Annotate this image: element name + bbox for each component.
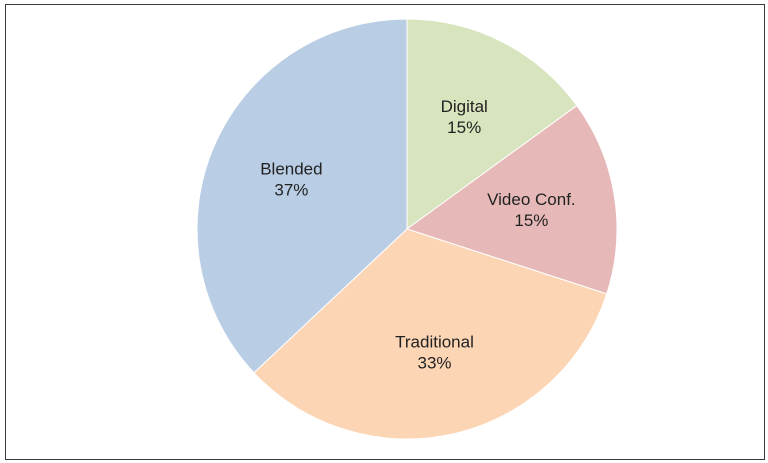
- slice-name-label-digital: Digital: [441, 97, 488, 116]
- pie-slices: [196, 18, 618, 440]
- slice-name-label-traditional: Traditional: [395, 333, 474, 352]
- slice-value-label-digital: 15%: [447, 118, 481, 137]
- pie-slice-digital: [406, 18, 578, 230]
- pie-slice-video-conf: [405, 104, 618, 295]
- slice-name-label-blended: Blended: [260, 160, 322, 179]
- slice-value-label-blended: 37%: [274, 181, 308, 200]
- slice-value-label-video-conf: 15%: [514, 211, 548, 230]
- pie-labels: Digital 15% Video Conf. 15% Traditional 33% Bl…: [260, 97, 575, 372]
- pie-slice-blended: [196, 18, 408, 374]
- slice-name-label-video-conf: Video Conf.: [487, 190, 576, 209]
- slice-value-label-traditional: 33%: [417, 354, 451, 373]
- pie-slice-traditional: [253, 228, 608, 440]
